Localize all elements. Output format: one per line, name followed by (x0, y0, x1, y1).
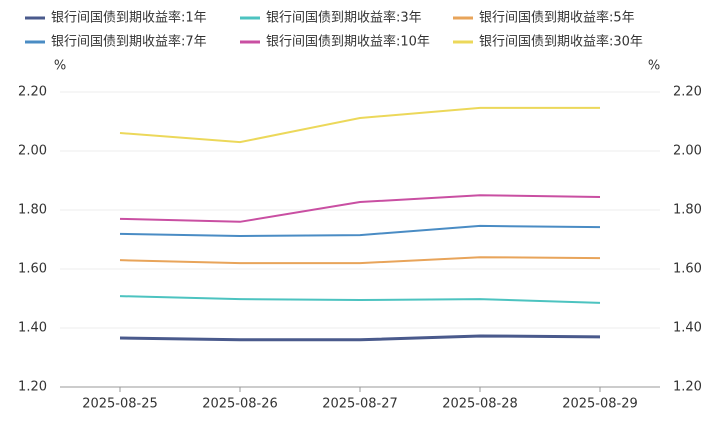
series-line (119, 106, 600, 144)
y2-tick-label: 1.40 (673, 321, 702, 336)
series-line (119, 334, 601, 342)
y2-tick-label: 1.20 (673, 380, 702, 395)
legend-label: 银行间国债到期收益率:3年 (266, 10, 422, 26)
y2-unit: % (648, 59, 660, 74)
series-line (119, 194, 601, 223)
y-tick-label: 1.80 (18, 203, 47, 218)
x-tick-label: 2025-08-26 (202, 397, 278, 412)
y-tick-label: 1.40 (18, 321, 47, 336)
legend-label: 银行间国债到期收益率:5年 (479, 10, 635, 26)
x-tick-label: 2025-08-27 (322, 397, 398, 412)
series-line (119, 224, 601, 237)
y-tick-label: 1.20 (18, 380, 47, 395)
x-tick-label: 2025-08-25 (82, 397, 158, 412)
y-unit: % (54, 59, 66, 74)
series-line (119, 256, 601, 265)
legend-label: 银行间国债到期收益率:7年 (51, 34, 207, 50)
x-tick-label: 2025-08-28 (442, 397, 518, 412)
y2-tick-label: 2.20 (673, 85, 702, 100)
y-tick-label: 1.60 (18, 262, 47, 277)
legend-label: 银行间国债到期收益率:10年 (266, 34, 430, 50)
series-line (119, 295, 601, 304)
y-tick-label: 2.20 (18, 85, 47, 100)
legend-label: 银行间国债到期收益率:30年 (479, 34, 643, 50)
x-tick-label: 2025-08-29 (562, 397, 638, 412)
y-tick-label: 2.00 (18, 144, 47, 159)
y2-tick-label: 2.00 (673, 144, 702, 159)
y2-tick-label: 1.60 (673, 262, 702, 277)
legend-label: 银行间国债到期收益率:1年 (51, 10, 207, 26)
y2-tick-label: 1.80 (673, 203, 702, 218)
